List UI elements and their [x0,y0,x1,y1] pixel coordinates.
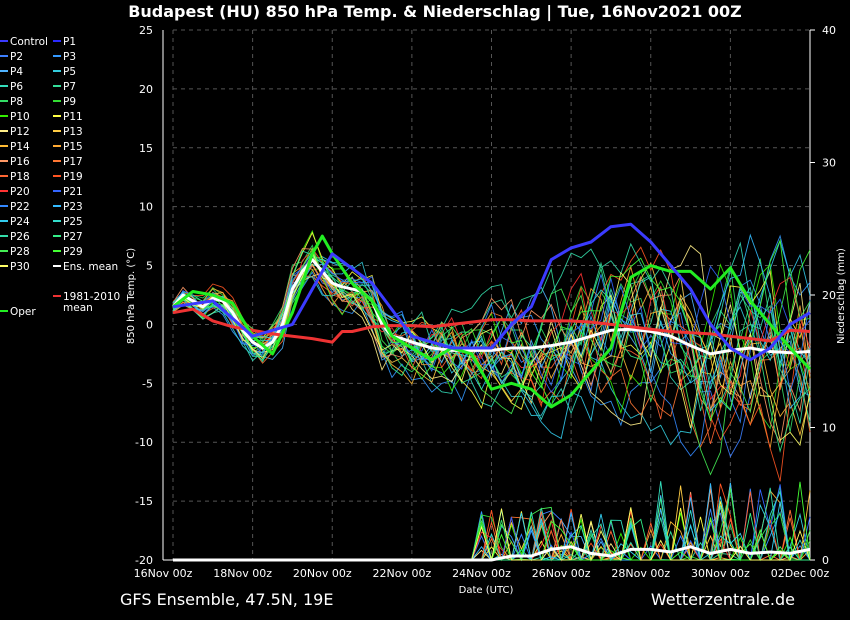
x-axis-label: Date (UTC) [459,585,514,596]
legend-label: Ens. mean [63,261,118,273]
y-tick-left: 0 [146,318,153,331]
y-tick-right: 30 [822,157,836,170]
x-tick: 16Nov 00z [134,567,193,580]
legend-label: P1 [63,36,76,48]
legend-label: P20 [10,186,30,198]
legend-label: P18 [10,171,30,183]
legend-label: P7 [63,81,76,93]
grid-lines [172,29,811,561]
legend-label: P30 [10,261,30,273]
y-tick-left: -15 [135,495,153,508]
y-tick-right: 40 [822,24,836,37]
legend-label: P25 [63,216,83,228]
y-tick-left: 25 [139,24,153,37]
legend-label: P15 [63,141,83,153]
precip-ens-mean [173,545,811,562]
legend-label: P24 [10,216,30,228]
member-line-p8 [172,244,811,433]
legend-label: P23 [63,201,83,213]
x-tick: 26Nov 00z [532,567,591,580]
legend-label: P13 [63,126,83,138]
y-tick-left: -5 [142,377,153,390]
legend-label: P11 [63,111,83,123]
y-tick-left: 5 [146,260,153,273]
axes: 25 20 15 10 5 0 -5 -10 -15 -20 40 30 20 10 0 16Nov 00z 1… [134,24,836,580]
y-axis-label-right: Niederschlag (mm) [836,248,847,344]
y-tick-left: -10 [135,436,153,449]
chart-title: Budapest (HU) 850 hPa Temp. & Niederschl… [128,2,742,22]
legend-label: P4 [10,66,23,78]
y-tick-right: 0 [822,554,829,567]
legend-label: P21 [63,186,83,198]
member-line-p19 [172,246,811,482]
legend-label: P28 [10,246,30,258]
y-tick-left: 20 [139,83,153,96]
footer-brand: Wetterzentrale.de [651,590,795,609]
legend-label: P19 [63,171,83,183]
legend-label: P27 [63,231,83,243]
y-tick-left: 10 [139,201,153,214]
legend-label: P9 [63,96,76,108]
legend-label: P22 [10,201,30,213]
x-tick: 30Nov 00z [691,567,750,580]
y-tick-left: 15 [139,142,153,155]
legend-label: P2 [10,51,23,63]
legend: Control P1 P2 P3 P4 P5 P6 P7 P8 P9 P10 P11 P12 P13 P14… [0,36,120,318]
legend-label: P10 [10,111,30,123]
series-control [172,222,811,362]
legend-label: 1981-2010 mean [63,291,120,314]
x-tick: 22Nov 00z [373,567,432,580]
legend-label: P29 [63,246,83,258]
legend-label: P6 [10,81,23,93]
legend-label: P3 [63,51,76,63]
member-line-p17 [172,265,811,449]
y-axis-label-left: 850 hPa Temp. (°C) [126,248,137,344]
legend-label: Oper [10,306,36,318]
legend-label: P12 [10,126,30,138]
legend-label: P8 [10,96,23,108]
legend-label: P16 [10,156,30,168]
x-tick: 02Dec 00z [771,567,830,580]
series-oper [172,234,812,409]
x-tick: 24Nov 00z [452,567,511,580]
member-line-p28 [172,254,811,476]
x-tick: 18Nov 00z [213,567,272,580]
legend-label: P14 [10,141,30,153]
member-line-p25 [172,276,811,421]
series-layer [171,222,812,562]
x-tick: 28Nov 00z [611,567,670,580]
member-line-p16 [172,248,811,445]
legend-label: Control [10,36,48,48]
y-tick-left: -20 [135,554,153,567]
y-tick-right: 20 [822,289,836,302]
legend-label: P26 [10,231,30,243]
footer-source: GFS Ensemble, 47.5N, 19E [120,590,333,609]
x-tick: 20Nov 00z [293,567,352,580]
legend-label: P5 [63,66,76,78]
y-tick-right: 10 [822,422,836,435]
legend-label: P17 [63,156,83,168]
